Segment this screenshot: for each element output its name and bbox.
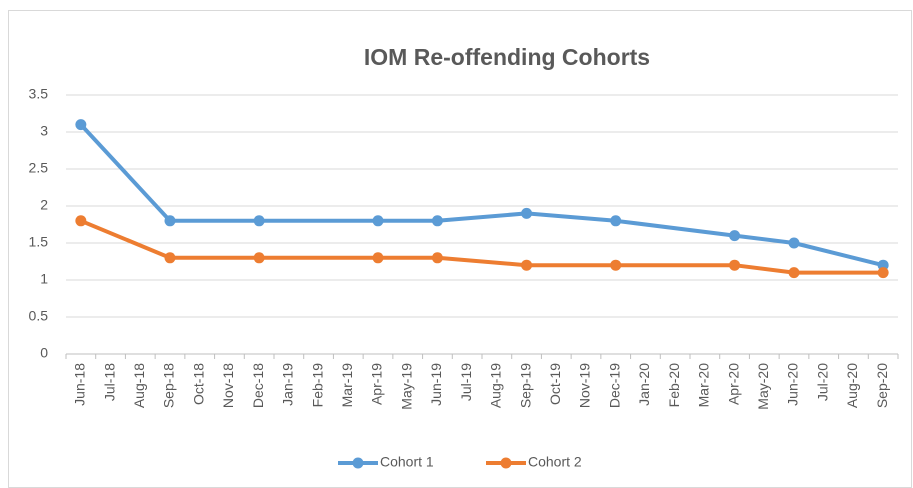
data-point — [521, 207, 533, 219]
legend-marker — [352, 457, 364, 469]
x-tick-label: Jan-20 — [636, 363, 652, 406]
data-point — [610, 259, 622, 271]
data-point — [372, 215, 384, 227]
data-point — [610, 215, 622, 227]
data-point — [729, 230, 741, 242]
series-line — [79, 123, 884, 268]
x-tick-label: Dec-18 — [250, 363, 266, 408]
data-point — [253, 215, 265, 227]
x-tick-label: Jun-18 — [72, 363, 88, 406]
data-point — [164, 252, 176, 264]
x-tick-label: May-19 — [398, 363, 414, 410]
x-tick-label: Oct-19 — [547, 363, 563, 405]
data-point — [877, 267, 889, 279]
x-tick-label: Sep-19 — [517, 363, 533, 408]
y-tick-label: 0 — [40, 345, 48, 361]
y-tick-label: 3 — [40, 123, 48, 139]
y-tick-label: 1.5 — [29, 234, 49, 250]
y-tick-label: 3.5 — [29, 86, 49, 102]
x-tick-label: Aug-20 — [844, 363, 860, 408]
legend-label: Cohort 1 — [380, 454, 434, 470]
data-point — [75, 215, 87, 227]
y-tick-label: 0.5 — [29, 308, 49, 324]
legend-label: Cohort 2 — [528, 454, 582, 470]
y-tick-label: 1 — [40, 271, 48, 287]
data-point — [431, 252, 443, 264]
x-tick-label: Nov-19 — [577, 363, 593, 408]
data-point — [253, 252, 265, 264]
x-tick-label: Dec-19 — [606, 363, 622, 408]
x-tick-label: Jul-19 — [458, 363, 474, 401]
x-tick-label: Jul-18 — [101, 363, 117, 401]
x-tick-label: Jul-20 — [814, 363, 830, 401]
data-point — [521, 259, 533, 271]
data-point — [431, 215, 443, 227]
x-tick-label: Aug-19 — [488, 363, 504, 408]
x-tick-label: Sep-20 — [874, 363, 890, 408]
y-tick-label: 2.5 — [29, 160, 49, 176]
x-tick-label: May-20 — [755, 363, 771, 410]
x-tick-label: Apr-20 — [725, 363, 741, 405]
x-tick-label: Jun-19 — [428, 363, 444, 406]
x-tick-label: Feb-19 — [309, 363, 325, 408]
x-tick-label: Mar-19 — [339, 363, 355, 408]
chart-border — [8, 10, 912, 488]
y-tick-label: 2 — [40, 197, 48, 213]
x-tick-label: Jan-19 — [280, 363, 296, 406]
data-point — [788, 267, 800, 279]
x-tick-label: Nov-18 — [220, 363, 236, 408]
x-tick-label: Jun-20 — [785, 363, 801, 406]
legend-marker — [500, 457, 512, 469]
x-tick-label: Mar-20 — [696, 363, 712, 408]
data-point — [75, 119, 87, 131]
data-point — [164, 215, 176, 227]
data-point — [372, 252, 384, 264]
x-tick-label: Apr-19 — [369, 363, 385, 405]
chart-title: IOM Re-offending Cohorts — [364, 44, 650, 70]
x-tick-label: Sep-18 — [161, 363, 177, 408]
x-tick-label: Feb-20 — [666, 363, 682, 408]
x-tick-label: Oct-18 — [190, 363, 206, 405]
data-point — [729, 259, 741, 271]
x-tick-label: Aug-18 — [131, 363, 147, 408]
data-point — [788, 237, 800, 249]
series-line — [80, 218, 884, 275]
